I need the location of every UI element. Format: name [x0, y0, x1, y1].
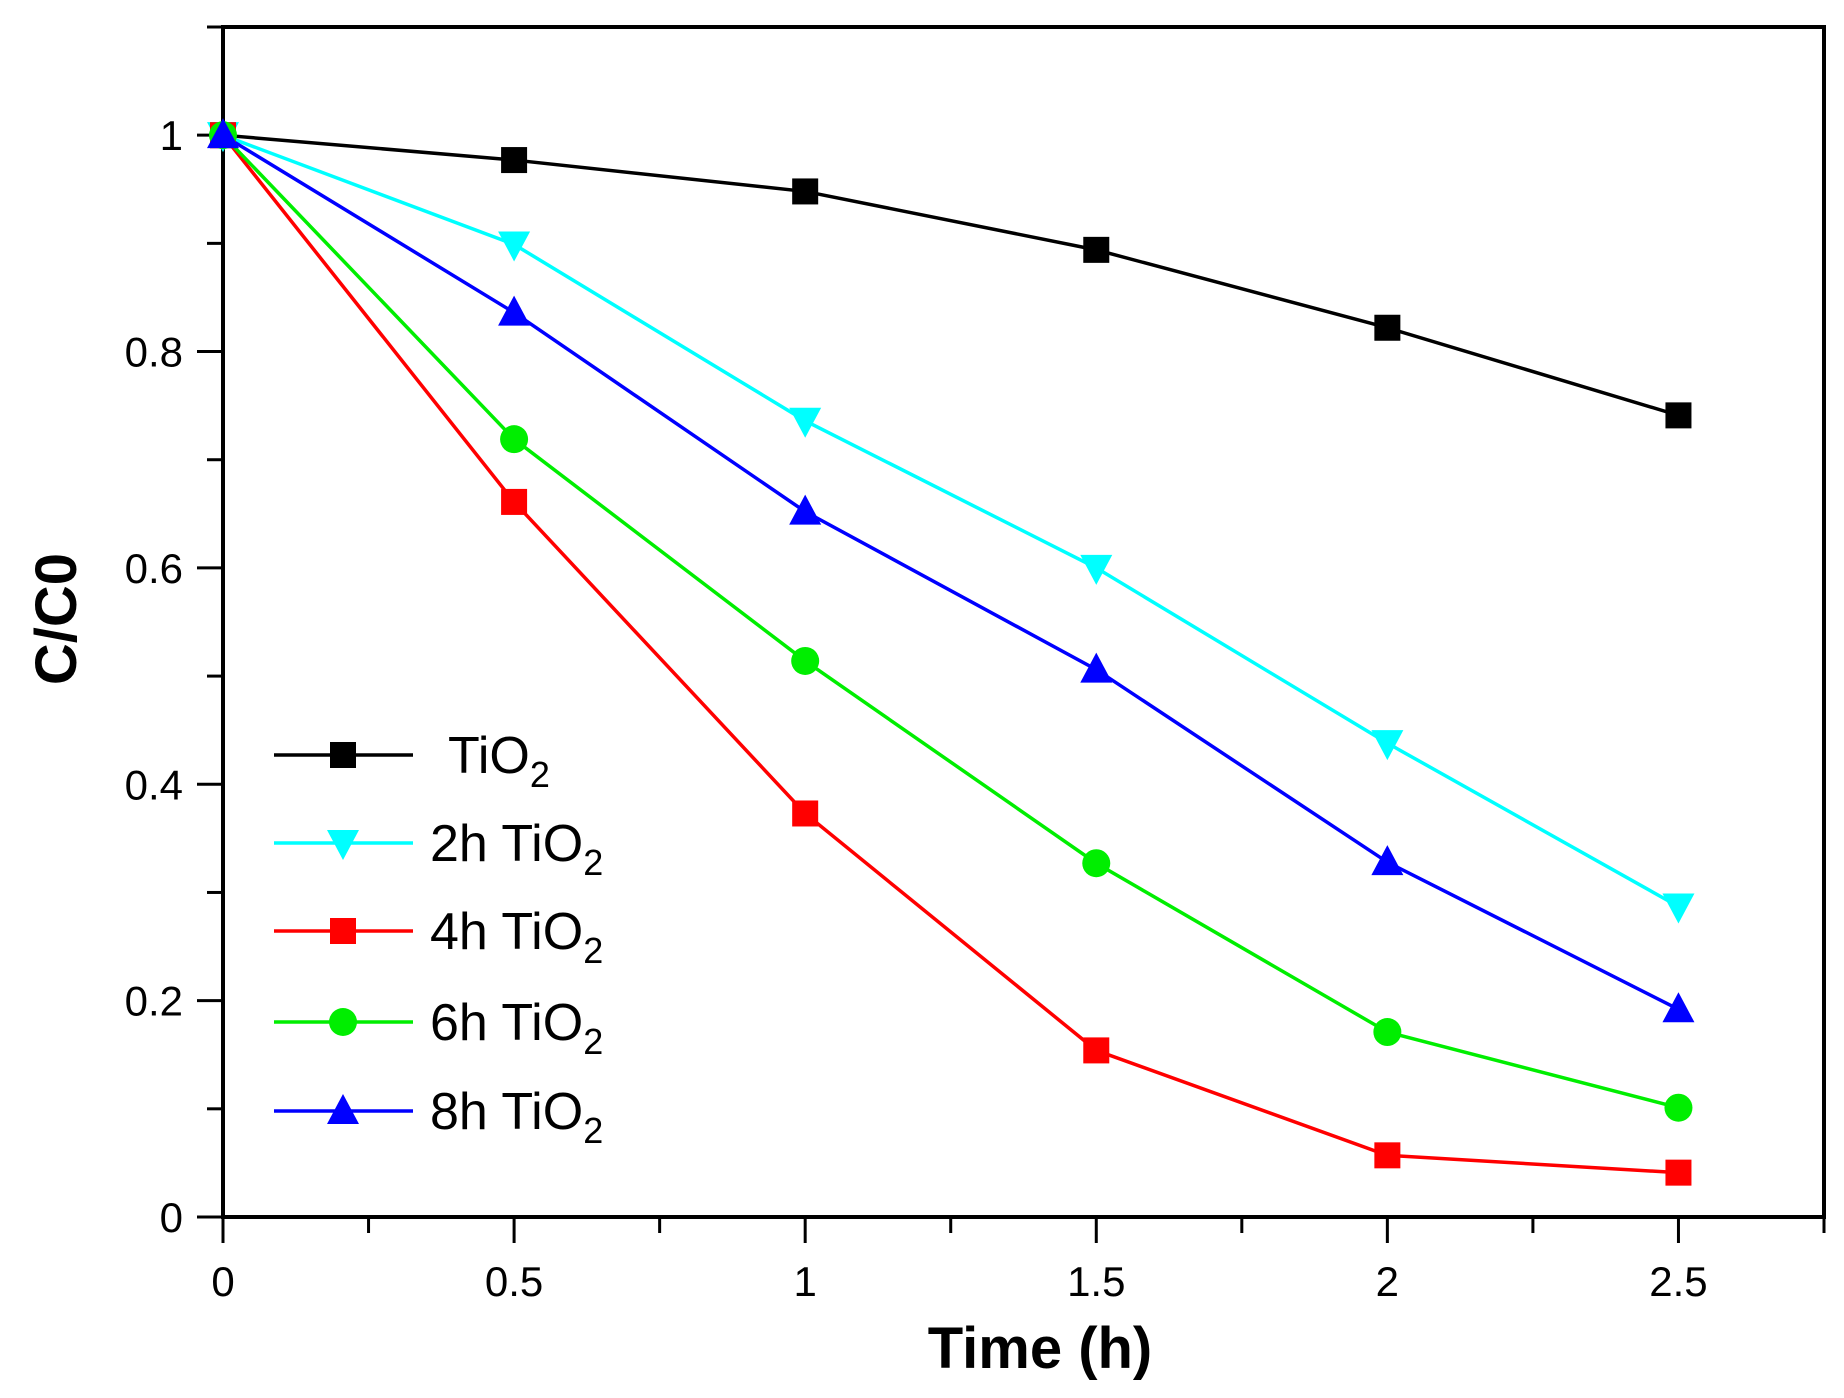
x-tick-label: 1	[794, 1258, 817, 1305]
data-point-2-3	[1083, 1037, 1110, 1064]
y-tick-label: 0	[160, 1194, 183, 1241]
data-point-4-4	[1371, 845, 1404, 876]
series-line-1	[222, 133, 1680, 909]
legend-label-3: 6h TiO2	[430, 994, 603, 1062]
y-tick-label: 0.2	[125, 978, 183, 1025]
data-point-0-2	[792, 178, 819, 205]
y-tick-label: 0.4	[125, 761, 183, 808]
data-point-0-5	[1665, 402, 1692, 429]
data-point-2-4	[1374, 1142, 1401, 1169]
legend-label-4: 8h TiO2	[430, 1083, 603, 1151]
data-point-3-2	[791, 646, 820, 675]
x-tick-label: 0	[211, 1258, 234, 1305]
y-tick-label: 1	[160, 112, 183, 159]
data-point-4-3	[1080, 652, 1113, 683]
legend-marker-0	[330, 742, 356, 768]
data-point-0-3	[1083, 236, 1110, 263]
plot-frame	[221, 25, 1826, 1219]
data-point-1-1	[498, 231, 531, 262]
legend-marker-1	[327, 830, 359, 860]
series-line-4	[222, 133, 1680, 1011]
data-point-2-5	[1665, 1159, 1692, 1186]
legend-label-2: 4h TiO2	[430, 903, 603, 971]
data-point-0-4	[1374, 314, 1401, 341]
data-point-1-3	[1080, 554, 1113, 585]
data-point-1-5	[1662, 893, 1695, 924]
x-axis-title: Time (h)	[928, 1316, 1153, 1381]
x-tick-label: 2	[1376, 1258, 1399, 1305]
legend-label-1: 2h TiO2	[430, 815, 603, 883]
x-tick-label: 0.5	[485, 1258, 543, 1305]
series-line-2	[221, 134, 1679, 1175]
data-point-3-4	[1373, 1018, 1402, 1047]
y-tick-label: 0.6	[125, 545, 183, 592]
data-point-4-0	[207, 118, 239, 149]
y-axis-title: C/C0	[24, 553, 89, 685]
series-line-3	[221, 133, 1679, 1110]
y-tick-label: 0.8	[125, 329, 183, 376]
legend-label-0: TiO2	[448, 727, 550, 795]
series-line-0	[222, 133, 1679, 418]
data-point-2-1	[501, 488, 528, 515]
legend-marker-2	[330, 918, 356, 944]
data-point-0-1	[501, 147, 528, 174]
x-tick-label: 1.5	[1067, 1258, 1125, 1305]
data-point-1-4	[1371, 730, 1404, 761]
data-point-3-5	[1664, 1093, 1693, 1122]
data-point-4-5	[1662, 992, 1695, 1023]
data-point-3-3	[1082, 849, 1111, 878]
legend-marker-4	[327, 1094, 359, 1124]
data-point-1-2	[789, 407, 822, 438]
legend-marker-3	[329, 1008, 357, 1036]
data-point-3-1	[500, 425, 529, 454]
data-point-4-1	[498, 295, 531, 326]
data-point-2-2	[792, 800, 819, 827]
data-point-4-2	[789, 494, 822, 525]
x-tick-label: 2.5	[1649, 1258, 1707, 1305]
